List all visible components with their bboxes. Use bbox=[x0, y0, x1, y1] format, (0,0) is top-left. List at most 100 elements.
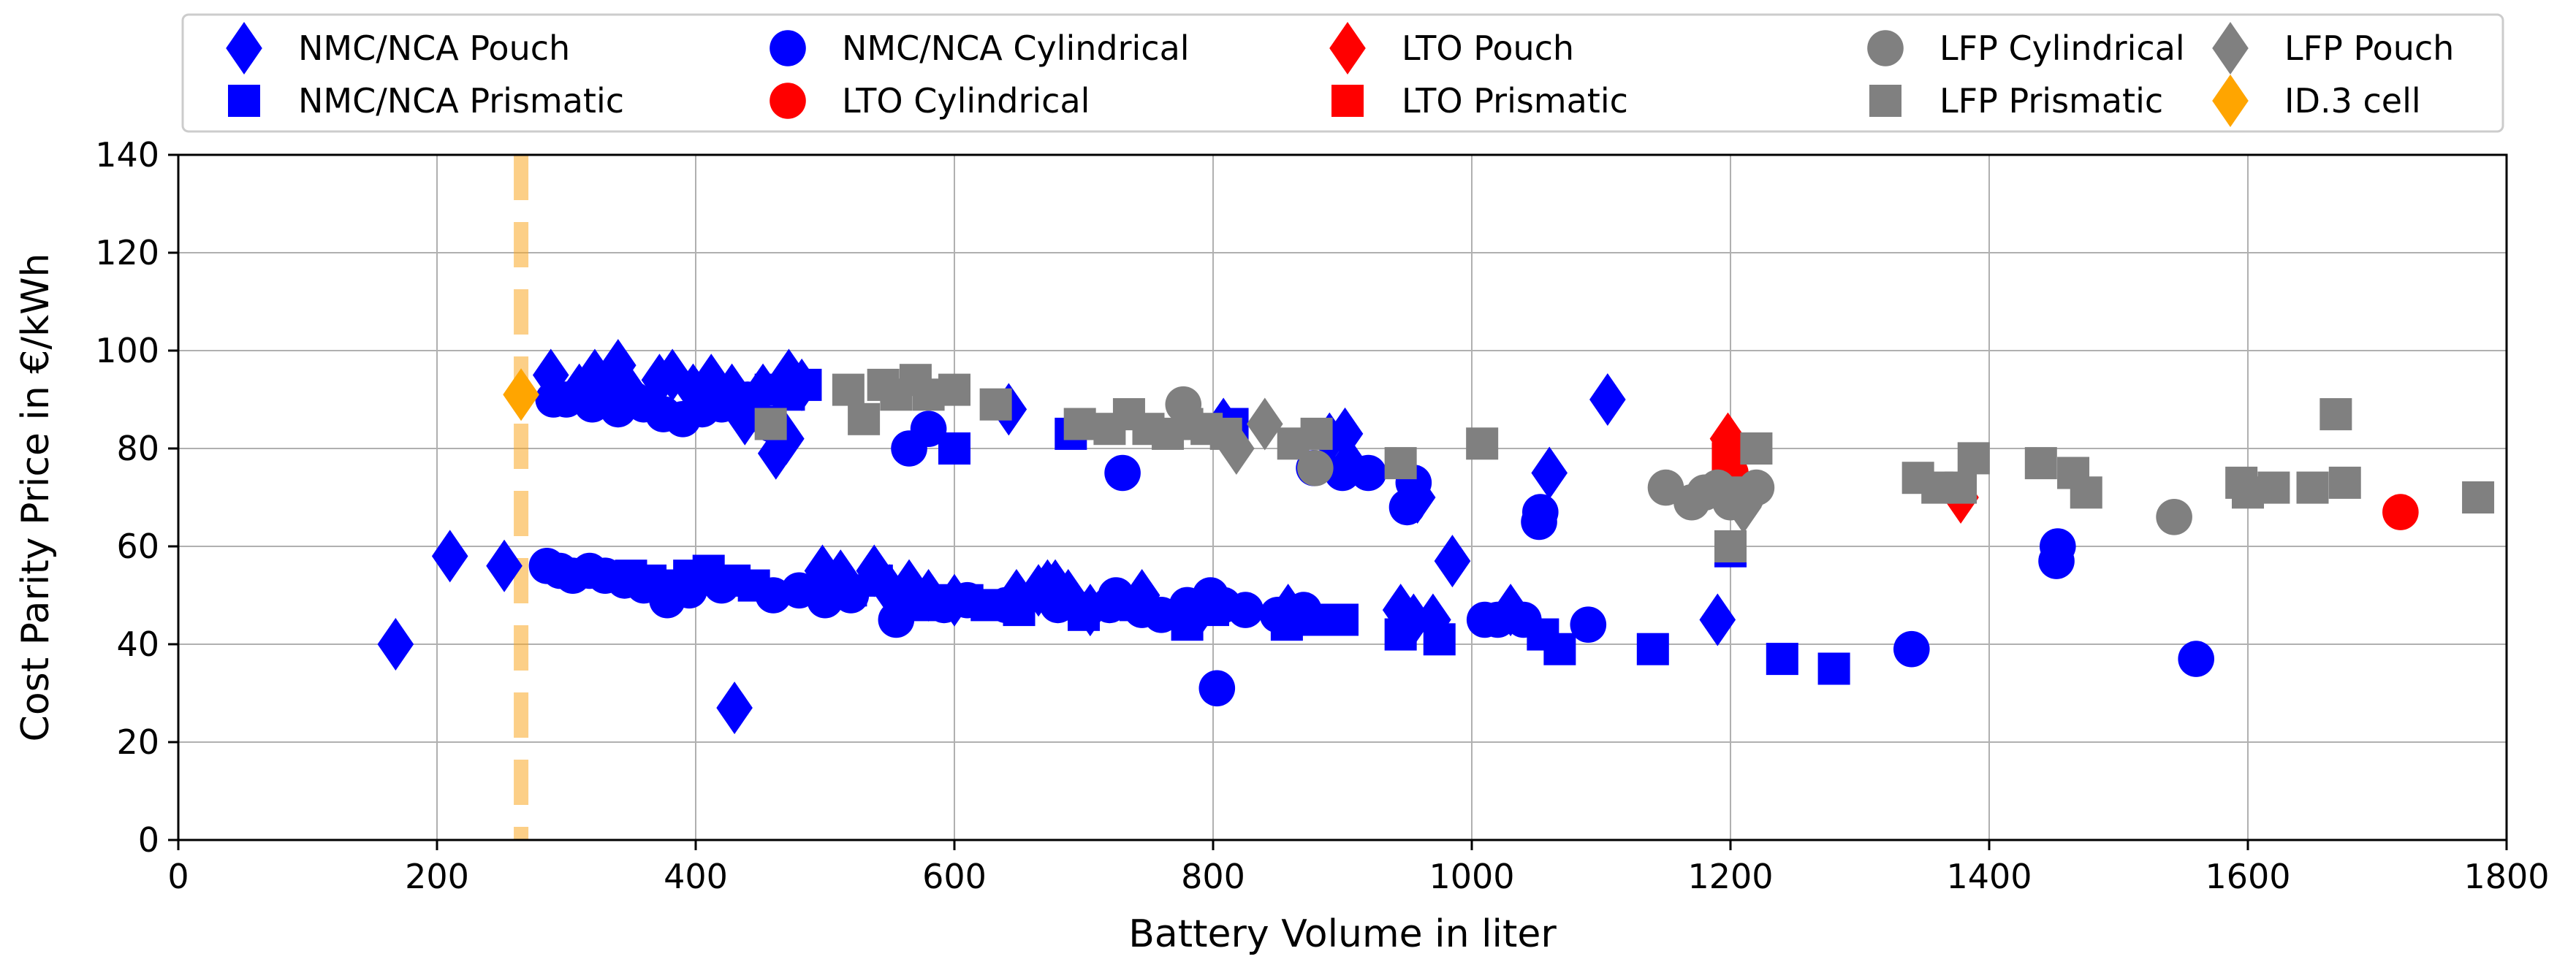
point-nmc-nca-cylindrical-22 bbox=[671, 572, 707, 609]
point-lto-cylindrical-1 bbox=[2382, 494, 2419, 530]
point-lfp-pouch-1 bbox=[1247, 397, 1283, 451]
legend-marker-lto-cylindrical bbox=[770, 83, 806, 119]
point-nmc-nca-pouch-2 bbox=[486, 539, 523, 592]
x-tick-label-1400: 1400 bbox=[1946, 857, 2032, 896]
point-nmc-nca-cylindrical-44 bbox=[1227, 592, 1264, 628]
legend-label-lfp-cylindrical: LFP Cylindrical bbox=[1939, 28, 2185, 68]
point-lfp-prismatic-7 bbox=[938, 373, 970, 406]
y-tick-label-120: 120 bbox=[95, 233, 159, 272]
point-lfp-prismatic-20 bbox=[1466, 427, 1499, 460]
point-nmc-nca-prismatic-29 bbox=[1423, 623, 1456, 656]
point-nmc-nca-cylindrical-37 bbox=[1104, 454, 1141, 492]
legend-marker-nmc-nca-pouch bbox=[226, 22, 262, 75]
point-nmc-nca-cylindrical-58 bbox=[1893, 630, 1930, 668]
point-nmc-nca-cylindrical-27 bbox=[832, 577, 870, 614]
point-nmc-nca-pouch-45 bbox=[1434, 535, 1471, 588]
legend-box bbox=[181, 13, 2504, 133]
axes-layer bbox=[177, 153, 2508, 841]
point-nmc-nca-cylindrical-61 bbox=[2178, 641, 2214, 677]
point-nmc-nca-cylindrical-57 bbox=[1570, 606, 1607, 643]
point-nmc-nca-cylindrical-23 bbox=[703, 567, 740, 604]
point-nmc-nca-cylindrical-56 bbox=[1522, 494, 1559, 530]
y-tick-label-60: 60 bbox=[116, 527, 159, 566]
y-tick-label-40: 40 bbox=[116, 625, 159, 664]
point-lfp-prismatic-33 bbox=[2257, 471, 2290, 504]
legend-marker-lto-pouch bbox=[1329, 22, 1366, 75]
plot-frame bbox=[177, 153, 2508, 841]
legend-marker-lfp-pouch bbox=[2212, 22, 2249, 75]
point-lfp-prismatic-8 bbox=[979, 388, 1012, 421]
point-nmc-nca-cylindrical-60 bbox=[2040, 528, 2076, 565]
legend-marker-lfp-prismatic bbox=[1869, 85, 1901, 117]
legend-label-id-3-cell: ID.3 cell bbox=[2284, 81, 2421, 121]
point-lfp-prismatic-26 bbox=[1945, 471, 1977, 504]
point-lfp-prismatic-34 bbox=[2296, 471, 2329, 504]
point-lfp-prismatic-36 bbox=[2328, 466, 2361, 499]
point-lfp-prismatic-1 bbox=[832, 373, 865, 406]
series-nmc-nca-cylindrical bbox=[528, 371, 2214, 707]
legend-marker-id-3-cell bbox=[2212, 75, 2249, 127]
legend-marker-nmc-nca-prismatic bbox=[228, 85, 260, 117]
legend: NMC/NCA Pouch NMC/NCA Prismatic NMC/NCA Cy… bbox=[181, 13, 2504, 133]
series-lfp-prismatic bbox=[754, 364, 2495, 562]
point-nmc-nca-cylindrical-31 bbox=[949, 581, 986, 619]
point-lfp-prismatic-21 bbox=[1714, 530, 1747, 562]
y-tick-label-140: 140 bbox=[95, 135, 159, 175]
point-lfp-prismatic-19 bbox=[1384, 447, 1417, 480]
x-tick-label-200: 200 bbox=[405, 857, 469, 896]
point-nmc-nca-pouch-18 bbox=[716, 681, 753, 735]
point-nmc-nca-pouch-49 bbox=[1699, 593, 1736, 646]
legend-marker-lto-prismatic bbox=[1331, 85, 1364, 117]
series-id-3-cell bbox=[503, 368, 539, 421]
point-nmc-nca-pouch-11 bbox=[693, 354, 730, 407]
x-tick-label-1200: 1200 bbox=[1687, 857, 1773, 896]
x-tick-label-400: 400 bbox=[664, 857, 728, 896]
point-nmc-nca-cylindrical-49 bbox=[1350, 454, 1387, 492]
point-nmc-nca-prismatic-28 bbox=[1384, 618, 1417, 651]
point-nmc-nca-cylindrical-32 bbox=[988, 587, 1025, 624]
ticks-layer: 0 200 400 600 800 1000 1200 1400 1600 1800 0 20 40 60… bbox=[95, 135, 2549, 896]
x-tick-label-1000: 1000 bbox=[1429, 857, 1514, 896]
point-lfp-cylindrical-9 bbox=[2156, 499, 2192, 535]
x-tick-label-0: 0 bbox=[167, 857, 189, 896]
point-nmc-nca-cylindrical-42 bbox=[1198, 670, 1236, 707]
data-points-layer bbox=[377, 339, 2495, 735]
point-nmc-nca-prismatic-9 bbox=[789, 368, 822, 401]
point-nmc-nca-prismatic-27 bbox=[1326, 603, 1359, 636]
y-tick-label-0: 0 bbox=[138, 820, 159, 860]
point-lfp-prismatic-28 bbox=[2024, 447, 2057, 480]
point-nmc-nca-pouch-3 bbox=[532, 348, 569, 402]
point-nmc-nca-prismatic-31 bbox=[1543, 633, 1576, 665]
point-lfp-prismatic-18 bbox=[1300, 417, 1333, 450]
x-tick-label-1800: 1800 bbox=[2463, 857, 2549, 896]
legend-label-nmc-nca-cylindrical: NMC/NCA Cylindrical bbox=[842, 28, 1190, 68]
point-nmc-nca-prismatic-35 bbox=[1817, 652, 1850, 685]
point-nmc-nca-pouch-1 bbox=[431, 530, 468, 583]
y-tick-label-100: 100 bbox=[95, 331, 159, 370]
legend-label-lto-pouch: LTO Pouch bbox=[1402, 28, 1574, 68]
point-lfp-pouch-0 bbox=[1218, 422, 1255, 475]
point-lfp-prismatic-35 bbox=[2319, 398, 2352, 431]
point-nmc-nca-pouch-9 bbox=[654, 348, 691, 402]
legend-label-lfp-prismatic: LFP Prismatic bbox=[1939, 81, 2163, 121]
legend-label-lto-prismatic: LTO Prismatic bbox=[1402, 81, 1628, 121]
point-lfp-pouch-2 bbox=[1725, 481, 1762, 534]
y-tick-label-20: 20 bbox=[116, 722, 159, 762]
point-nmc-nca-cylindrical-28 bbox=[878, 601, 915, 638]
point-nmc-nca-cylindrical-48 bbox=[1324, 454, 1361, 492]
series-lfp-pouch bbox=[1218, 397, 1762, 534]
legend-label-lto-cylindrical: LTO Cylindrical bbox=[842, 81, 1090, 121]
point-lfp-prismatic-30 bbox=[2070, 476, 2102, 509]
point-nmc-nca-pouch-47 bbox=[1531, 446, 1568, 500]
y-tick-label-80: 80 bbox=[116, 429, 159, 468]
point-lfp-prismatic-27 bbox=[1957, 442, 1990, 475]
point-nmc-nca-cylindrical-53 bbox=[1479, 601, 1516, 638]
x-tick-label-1600: 1600 bbox=[2205, 857, 2290, 896]
point-nmc-nca-pouch-48 bbox=[1589, 373, 1626, 426]
point-lfp-prismatic-2 bbox=[848, 402, 881, 435]
x-tick-label-600: 600 bbox=[922, 857, 987, 896]
y-axis-label: Cost Parity Price in €/kWh bbox=[14, 253, 58, 742]
legend-label-nmc-nca-prismatic: NMC/NCA Prismatic bbox=[298, 81, 624, 121]
